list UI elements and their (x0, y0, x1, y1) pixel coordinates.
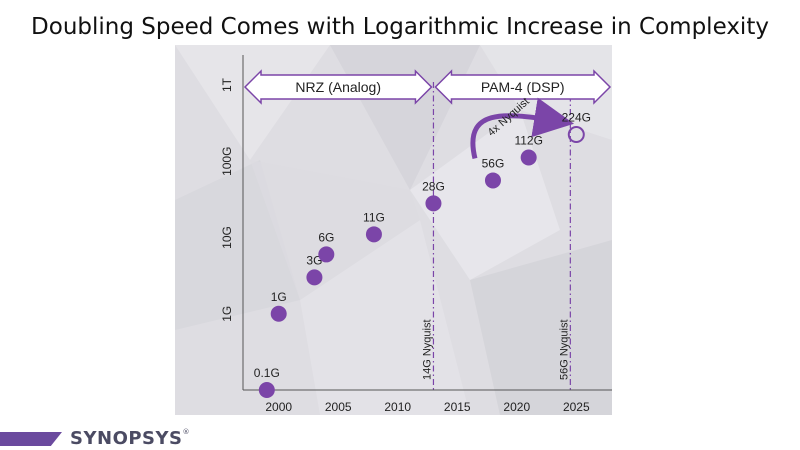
footer-brand-bar (0, 432, 62, 446)
data-label: 6G (318, 230, 334, 244)
x-tick-label: 2020 (503, 400, 530, 414)
annotation-arrow (470, 97, 575, 160)
data-point (520, 149, 537, 166)
nyquist-line-label: 56G Nyquist (558, 319, 570, 380)
data-point (318, 246, 335, 263)
region-arrow (434, 69, 612, 105)
data-point (270, 305, 287, 322)
region-arrow (243, 69, 433, 105)
background-facet (175, 45, 330, 160)
logo-mark: ® (182, 428, 191, 436)
y-tick-label: 100G (220, 147, 234, 176)
data-point (484, 172, 501, 189)
y-tick-label: 1T (220, 77, 234, 92)
x-tick-label: 2000 (265, 400, 292, 414)
logo-text: SYNOPSYS (70, 428, 183, 449)
synopsys-logo: SYNOPSYS® (70, 428, 190, 449)
data-point (258, 382, 275, 398)
region-label: NRZ (Analog) (295, 79, 381, 95)
data-point (425, 195, 442, 212)
x-tick-label: 2005 (325, 400, 352, 414)
data-label: 11G (363, 210, 385, 224)
data-label: 112G (514, 133, 542, 147)
x-tick-label: 2010 (384, 400, 411, 414)
data-point (306, 269, 323, 286)
background-facet (300, 220, 470, 415)
y-tick-label: 10G (220, 226, 234, 249)
data-label: 28G (422, 179, 445, 193)
data-label: 3G (306, 253, 322, 267)
background-facet (250, 160, 420, 300)
data-label: 0.1G (254, 366, 280, 380)
x-tick-label: 2015 (444, 400, 471, 414)
region-label: PAM-4 (DSP) (481, 79, 565, 95)
nyquist-line-label: 14G Nyquist (421, 319, 433, 380)
data-point (365, 226, 382, 243)
background-facet (470, 240, 612, 415)
data-point (567, 126, 585, 144)
data-label: 56G (482, 156, 505, 170)
x-tick-label: 2025 (563, 400, 590, 414)
data-label: 224G (562, 111, 591, 125)
y-tick-label: 1G (220, 306, 234, 322)
page-title: Doubling Speed Comes with Logarithmic In… (31, 14, 769, 40)
data-label: 1G (271, 290, 287, 304)
